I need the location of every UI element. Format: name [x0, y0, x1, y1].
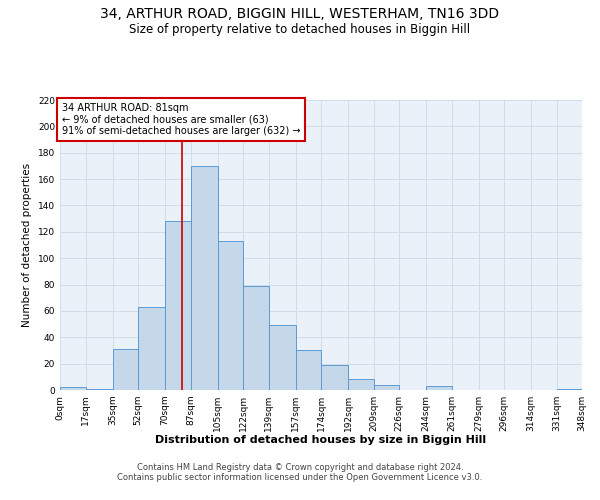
Bar — [348, 380, 373, 390]
Text: Size of property relative to detached houses in Biggin Hill: Size of property relative to detached ho… — [130, 22, 470, 36]
Bar — [373, 384, 399, 390]
Text: Contains HM Land Registry data © Crown copyright and database right 2024.
Contai: Contains HM Land Registry data © Crown c… — [118, 463, 482, 482]
Text: 34 ARTHUR ROAD: 81sqm
← 9% of detached houses are smaller (63)
91% of semi-detac: 34 ARTHUR ROAD: 81sqm ← 9% of detached h… — [62, 102, 300, 136]
Bar — [321, 365, 348, 390]
Bar — [218, 241, 243, 390]
Bar — [243, 286, 269, 390]
Text: 34, ARTHUR ROAD, BIGGIN HILL, WESTERHAM, TN16 3DD: 34, ARTHUR ROAD, BIGGIN HILL, WESTERHAM,… — [100, 8, 500, 22]
Bar — [426, 386, 452, 390]
Bar — [191, 166, 218, 390]
Bar — [138, 307, 165, 390]
Bar — [165, 222, 191, 390]
Bar — [113, 349, 138, 390]
Text: Distribution of detached houses by size in Biggin Hill: Distribution of detached houses by size … — [155, 435, 487, 445]
Bar — [269, 326, 296, 390]
Bar — [60, 388, 86, 390]
Y-axis label: Number of detached properties: Number of detached properties — [22, 163, 32, 327]
Bar — [296, 350, 321, 390]
Bar — [86, 388, 113, 390]
Bar — [557, 388, 582, 390]
